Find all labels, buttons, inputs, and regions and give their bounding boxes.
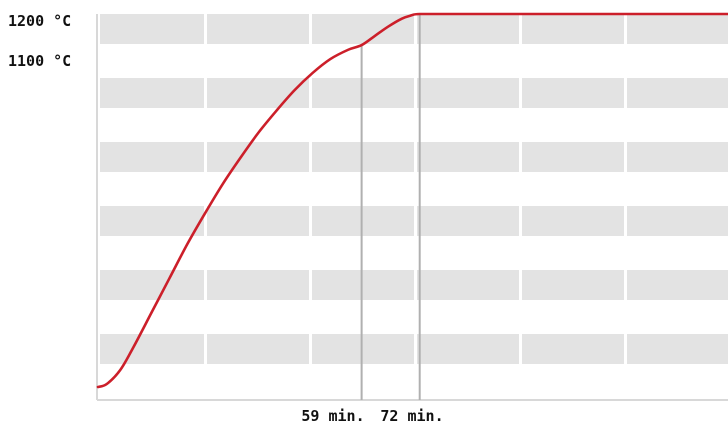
grid-band — [522, 14, 624, 44]
x-labels: 59 min. 72 min. — [301, 407, 443, 425]
grid-band — [522, 270, 624, 300]
grid-band — [417, 14, 519, 44]
time-markers — [360, 14, 421, 400]
grid-band — [100, 270, 204, 300]
grid-band — [627, 78, 728, 108]
grid-band — [312, 334, 414, 364]
grid-band — [522, 334, 624, 364]
temperature-curve — [96, 12, 728, 389]
grid-band — [627, 206, 728, 236]
grid-band — [417, 78, 519, 108]
grid-band — [627, 270, 728, 300]
grid-band — [207, 142, 309, 172]
x-label: 59 min. — [301, 407, 364, 425]
grid-band — [207, 334, 309, 364]
grid-band — [417, 334, 519, 364]
grid-band — [207, 14, 309, 44]
grid-band — [312, 142, 414, 172]
grid-band — [522, 206, 624, 236]
grid-band — [312, 14, 414, 44]
grid-band — [207, 270, 309, 300]
grid-band — [100, 14, 204, 44]
grid-band — [312, 206, 414, 236]
grid-band — [207, 206, 309, 236]
grid-band — [627, 334, 728, 364]
x-label: 72 min. — [380, 407, 443, 425]
grid-band — [417, 206, 519, 236]
grid-band — [100, 206, 204, 236]
grid-band — [627, 142, 728, 172]
y-label: 1200 °C — [8, 12, 71, 30]
grid-band — [417, 142, 519, 172]
grid-bands — [100, 14, 728, 364]
grid-band — [417, 270, 519, 300]
y-label: 1100 °C — [8, 52, 71, 70]
grid-band — [312, 270, 414, 300]
grid-band — [100, 78, 204, 108]
grid-band — [627, 14, 728, 44]
y-labels: 1200 °C 1100 °C — [8, 12, 71, 70]
grid-band — [522, 142, 624, 172]
grid-band — [312, 78, 414, 108]
grid-band — [100, 142, 204, 172]
grid-band — [100, 334, 204, 364]
grid-band — [522, 78, 624, 108]
